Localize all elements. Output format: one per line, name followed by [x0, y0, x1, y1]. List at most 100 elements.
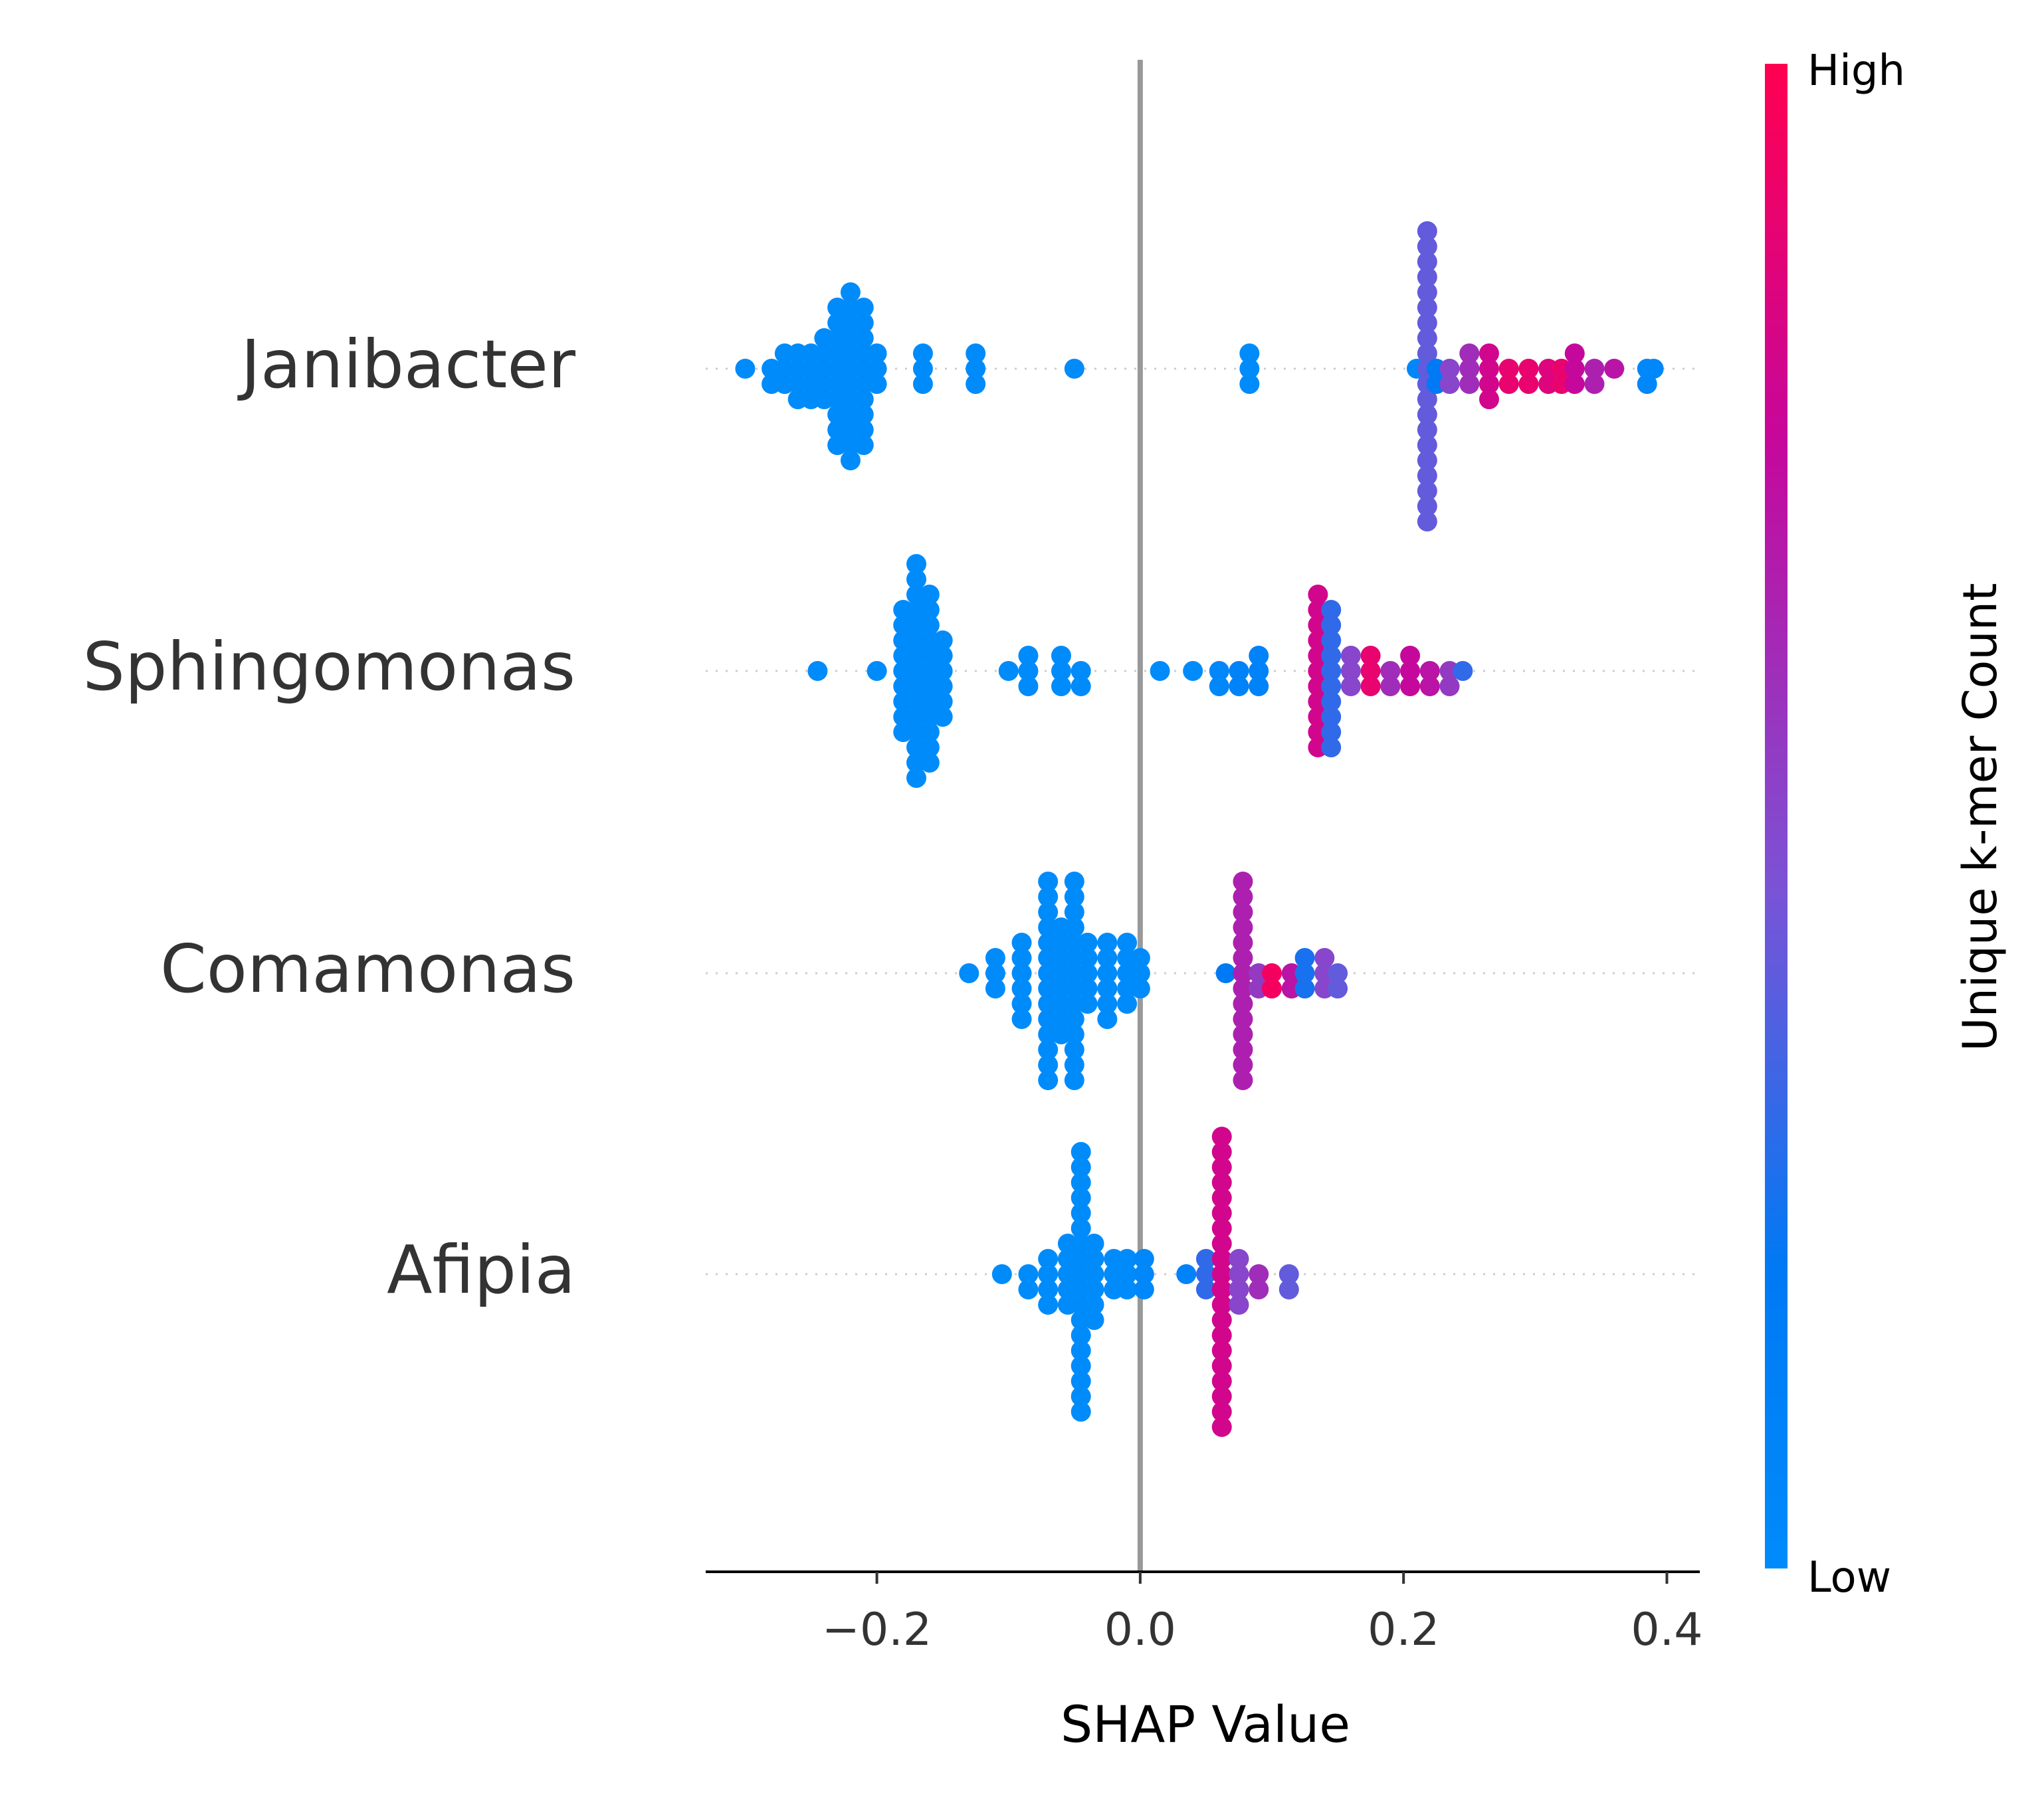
shap-point [1011, 994, 1032, 1014]
shap-point [1211, 1371, 1232, 1391]
shap-point [919, 615, 940, 635]
shap-point [1038, 1070, 1059, 1090]
shap-point [932, 661, 953, 681]
shap-point [1439, 676, 1460, 696]
shap-point [1233, 963, 1253, 983]
shap-point [1011, 948, 1032, 968]
shap-point [1314, 948, 1335, 968]
shap-point [867, 661, 887, 681]
shap-point [966, 374, 986, 394]
shap-point [1051, 676, 1071, 696]
shap-point [1584, 359, 1605, 379]
shap-point [853, 420, 874, 440]
shap-point [1439, 374, 1460, 394]
shap-point [919, 753, 940, 773]
shap-point [1038, 902, 1059, 922]
shap-point [1233, 994, 1253, 1014]
shap-point [1419, 676, 1440, 696]
shap-point [1097, 963, 1118, 983]
shap-point [1380, 661, 1401, 681]
shap-point [1400, 676, 1421, 696]
shap-point [1417, 252, 1437, 272]
shap-point [853, 313, 874, 333]
x-axis: −0.2 0.0 0.2 0.4 [706, 1570, 1703, 1656]
shap-point [1211, 1249, 1232, 1269]
shap-point [1084, 1279, 1104, 1299]
shap-point [1018, 661, 1039, 681]
shap-point [1417, 466, 1437, 486]
shap-point [1064, 1055, 1084, 1075]
shap-point [912, 343, 933, 363]
shap-point [1417, 496, 1437, 516]
shap-point [1417, 481, 1437, 501]
shap-point [1321, 615, 1342, 635]
shap-point [1400, 661, 1421, 681]
shap-point [1071, 1356, 1091, 1376]
shap-point [1038, 1249, 1059, 1269]
shap-point [1211, 1325, 1232, 1345]
shap-point [1328, 979, 1348, 998]
shap-point [1097, 994, 1118, 1014]
shap-point [1459, 343, 1480, 363]
shap-point [1130, 963, 1150, 983]
shap-point [1294, 979, 1315, 998]
shap-point [1262, 963, 1282, 983]
shap-point [840, 450, 861, 470]
shap-point [1233, 948, 1253, 968]
shap-point [1233, 902, 1253, 922]
shap-point [1071, 1218, 1091, 1238]
shap-point [1321, 630, 1342, 650]
shap-point [1321, 737, 1342, 757]
shap-point [1417, 343, 1437, 363]
data-points [735, 221, 1664, 1437]
shap-point [1417, 389, 1437, 409]
shap-point [1229, 1249, 1249, 1269]
x-tick-label: −0.2 [822, 1604, 932, 1656]
shap-point [1294, 948, 1315, 968]
shap-point [1064, 359, 1084, 379]
shap-point [1134, 1279, 1154, 1299]
shap-point [1071, 1325, 1091, 1345]
shap-point [1564, 359, 1585, 379]
shap-point [1417, 282, 1437, 302]
shap-point [1262, 979, 1282, 998]
shap-point [1211, 1417, 1232, 1437]
shap-point [1038, 1040, 1059, 1060]
shap-point [932, 707, 953, 727]
shap-point [919, 722, 940, 742]
shap-point [807, 661, 828, 681]
shap-point [1380, 676, 1401, 696]
shap-point [919, 585, 940, 605]
shap-point [1417, 298, 1437, 318]
shap-point [1211, 1203, 1232, 1223]
shap-point [1071, 1341, 1091, 1361]
shap-point [1077, 948, 1098, 968]
shap-point [1084, 1264, 1104, 1284]
shap-point [1321, 600, 1342, 620]
shap-point [959, 963, 979, 983]
shap-point [1643, 359, 1664, 379]
shap-point [1117, 1249, 1138, 1269]
shap-point [1084, 1295, 1104, 1315]
shap-point [1360, 661, 1381, 681]
shap-point [1249, 1279, 1269, 1299]
shap-point [966, 343, 986, 363]
shap-point [1340, 661, 1361, 681]
shap-point [912, 374, 933, 394]
shap-point [1211, 1127, 1232, 1147]
shap-point [1400, 646, 1421, 666]
shap-point [932, 676, 953, 696]
shap-point [1084, 1234, 1104, 1254]
shap-point [1233, 872, 1253, 892]
shap-point [906, 569, 927, 589]
shap-point [932, 646, 953, 666]
shap-point [1211, 1279, 1232, 1299]
shap-point [1209, 676, 1229, 696]
shap-point [1479, 343, 1499, 363]
shap-point [1321, 692, 1342, 711]
shap-point [1077, 933, 1098, 953]
shap-point [1308, 585, 1328, 605]
shap-point [1211, 1310, 1232, 1330]
shap-point [1229, 1279, 1249, 1299]
